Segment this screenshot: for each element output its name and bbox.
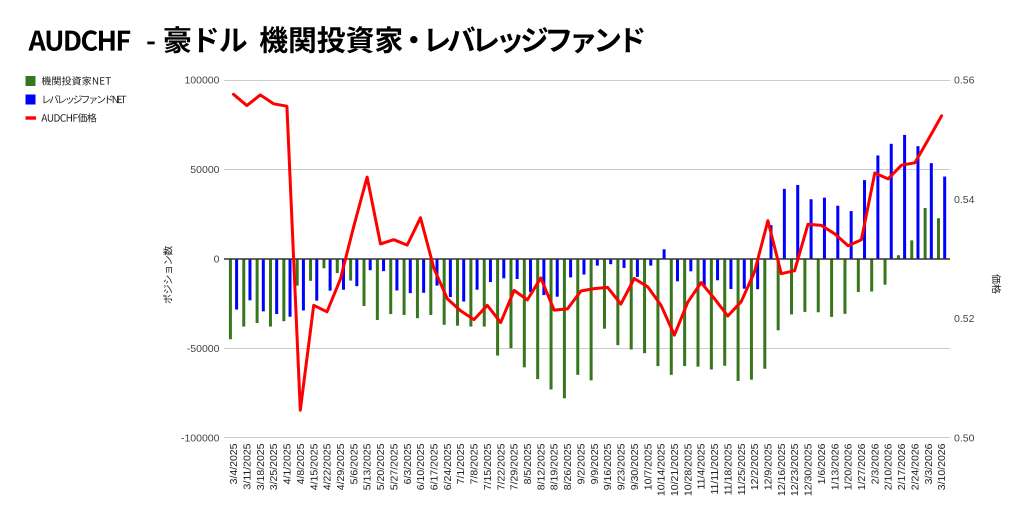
svg-text:2/17/2026: 2/17/2026 (896, 443, 908, 490)
svg-text:11/18/2025: 11/18/2025 (722, 443, 734, 495)
svg-text:8/19/2025: 8/19/2025 (549, 443, 561, 490)
svg-text:12/16/2025: 12/16/2025 (776, 443, 788, 496)
svg-text:12/23/2025: 12/23/2025 (789, 443, 801, 496)
svg-text:10/21/2025: 10/21/2025 (669, 443, 681, 496)
svg-text:4/1/2025: 4/1/2025 (282, 443, 294, 484)
svg-text:2/3/2026: 2/3/2026 (869, 443, 881, 484)
svg-text:10/28/2025: 10/28/2025 (682, 443, 694, 496)
svg-text:9/23/2025: 9/23/2025 (616, 443, 628, 490)
svg-text:5/6/2025: 5/6/2025 (348, 443, 360, 484)
svg-text:10/7/2025: 10/7/2025 (642, 443, 654, 490)
svg-text:11/4/2025: 11/4/2025 (696, 443, 708, 489)
svg-text:-50000: -50000 (187, 343, 220, 355)
svg-text:8/12/2025: 8/12/2025 (535, 443, 547, 490)
svg-text:1/27/2026: 1/27/2026 (856, 443, 868, 490)
svg-text:2/24/2026: 2/24/2026 (910, 443, 922, 490)
svg-text:0.54: 0.54 (954, 194, 975, 206)
svg-text:-100000: -100000 (181, 432, 220, 444)
svg-text:100000: 100000 (184, 75, 219, 87)
svg-text:3/25/2025: 3/25/2025 (268, 443, 280, 490)
svg-text:10/14/2025: 10/14/2025 (656, 443, 668, 496)
svg-text:3/4/2025: 3/4/2025 (228, 443, 240, 484)
svg-text:0: 0 (214, 254, 220, 266)
svg-text:7/15/2025: 7/15/2025 (482, 443, 494, 490)
svg-text:1/20/2026: 1/20/2026 (843, 443, 855, 490)
svg-text:3/18/2025: 3/18/2025 (255, 443, 267, 490)
svg-text:4/22/2025: 4/22/2025 (322, 443, 334, 490)
svg-text:4/8/2025: 4/8/2025 (295, 443, 307, 484)
svg-text:4/29/2025: 4/29/2025 (335, 443, 347, 490)
svg-text:1/13/2026: 1/13/2026 (829, 443, 841, 490)
svg-text:0.50: 0.50 (954, 432, 975, 444)
svg-text:12/2/2025: 12/2/2025 (749, 443, 761, 490)
svg-text:0.52: 0.52 (954, 313, 975, 325)
svg-text:11/25/2025: 11/25/2025 (736, 443, 748, 495)
svg-text:3/3/2026: 3/3/2026 (923, 443, 935, 484)
svg-text:5/27/2025: 5/27/2025 (388, 443, 400, 490)
svg-text:12/30/2025: 12/30/2025 (803, 443, 815, 496)
svg-text:9/9/2025: 9/9/2025 (589, 443, 601, 484)
svg-text:8/26/2025: 8/26/2025 (562, 443, 574, 490)
svg-text:4/15/2025: 4/15/2025 (308, 443, 320, 490)
svg-text:0.56: 0.56 (954, 75, 975, 87)
svg-text:7/8/2025: 7/8/2025 (469, 443, 481, 484)
svg-text:9/2/2025: 9/2/2025 (576, 443, 588, 484)
svg-text:3/11/2025: 3/11/2025 (242, 443, 254, 489)
svg-text:7/29/2025: 7/29/2025 (509, 443, 521, 490)
svg-text:6/10/2025: 6/10/2025 (415, 443, 427, 490)
svg-text:9/30/2025: 9/30/2025 (629, 443, 641, 490)
svg-text:6/17/2025: 6/17/2025 (429, 443, 441, 490)
svg-text:3/10/2026: 3/10/2026 (936, 443, 948, 490)
svg-text:7/1/2025: 7/1/2025 (455, 443, 467, 484)
svg-text:50000: 50000 (190, 164, 219, 176)
svg-text:5/20/2025: 5/20/2025 (375, 443, 387, 490)
svg-text:12/9/2025: 12/9/2025 (763, 443, 775, 490)
svg-text:6/24/2025: 6/24/2025 (442, 443, 454, 490)
svg-text:5/13/2025: 5/13/2025 (362, 443, 374, 490)
svg-text:6/3/2025: 6/3/2025 (402, 443, 414, 484)
svg-text:9/16/2025: 9/16/2025 (602, 443, 614, 490)
svg-text:1/6/2026: 1/6/2026 (816, 443, 828, 484)
svg-text:8/5/2025: 8/5/2025 (522, 443, 534, 484)
svg-text:11/11/2025: 11/11/2025 (709, 443, 721, 494)
svg-text:2/10/2026: 2/10/2026 (883, 443, 895, 490)
svg-text:7/22/2025: 7/22/2025 (495, 443, 507, 490)
